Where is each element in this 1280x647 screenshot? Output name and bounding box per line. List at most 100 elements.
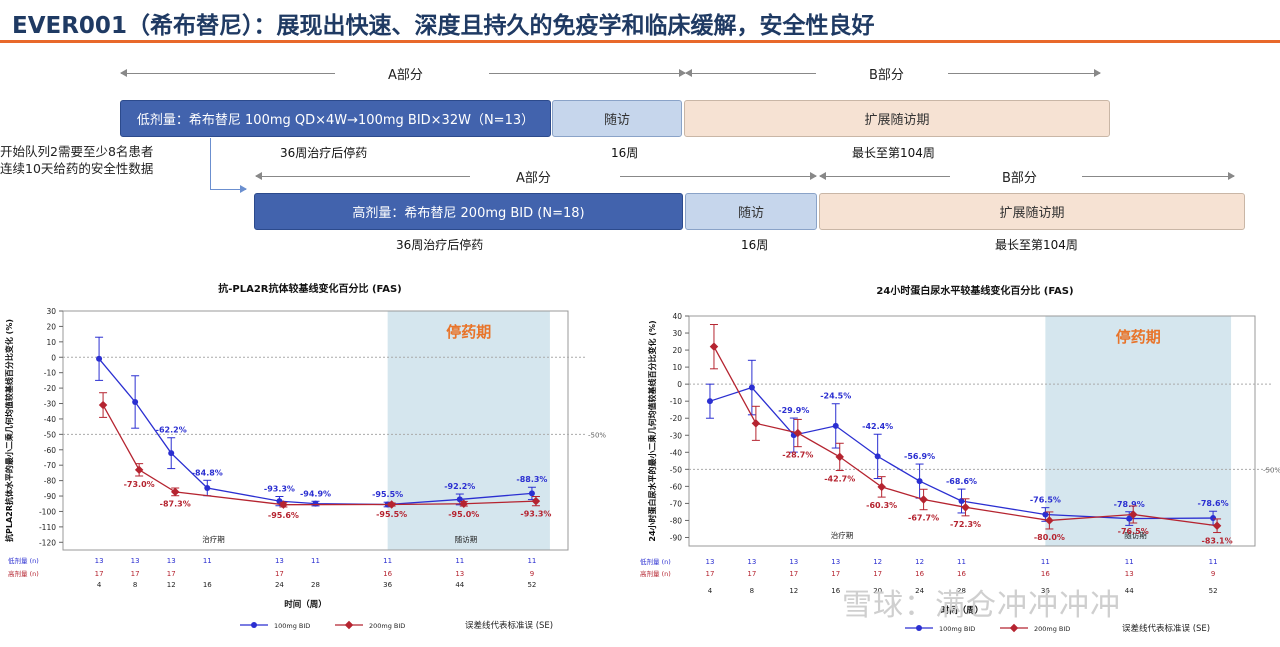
y-tick-label: -110	[39, 523, 56, 532]
data-point	[204, 485, 211, 492]
y-tick-label: -40	[44, 415, 56, 424]
n-value: 17	[275, 570, 284, 578]
x-axis-label: 时间（周）	[284, 599, 327, 610]
n-value: 11	[957, 558, 966, 566]
n-value: 13	[747, 558, 756, 566]
y-tick-label: -30	[44, 400, 56, 409]
n-value: 13	[831, 558, 840, 566]
data-point	[751, 419, 761, 428]
data-label: -78.9%	[1114, 500, 1145, 509]
y-tick-label: 40	[672, 312, 682, 321]
y-tick-label: 30	[672, 329, 682, 338]
y-tick-label: 30	[46, 307, 56, 316]
data-label: -67.7%	[908, 514, 939, 523]
data-label: -60.3%	[866, 501, 897, 510]
n-value: 11	[455, 557, 464, 565]
data-label: -24.5%	[820, 392, 851, 401]
region-label: 治疗期	[831, 530, 854, 540]
y-tick-label: -60	[670, 482, 682, 491]
data-label: -68.6%	[946, 477, 977, 486]
part-b-arrow-right	[1082, 172, 1235, 180]
high-dose-treatment-bar: 高剂量：希布替尼 200mg BID (N=18)	[254, 193, 683, 230]
series-line-100mg	[709, 386, 1214, 520]
legend-label: 200mg BID	[1034, 625, 1070, 633]
low-dose-extension-bar: 扩展随访期	[684, 100, 1110, 137]
data-point	[919, 495, 928, 504]
legend-note: 误差线代表标准误 (SE)	[465, 620, 553, 631]
n-row-label: 高剂量 (n)	[8, 569, 39, 578]
cohort-connector	[210, 138, 211, 189]
data-point	[961, 503, 970, 512]
legend-label: 100mg BID	[939, 625, 975, 633]
data-label: -56.9%	[904, 452, 935, 461]
title-rule	[0, 40, 1280, 43]
chart-title: 抗-PLA2R抗体较基线变化百分比 (FAS)	[218, 282, 402, 295]
n-value: 12	[915, 558, 924, 566]
n-value: 16	[383, 570, 392, 578]
data-label: -93.3%	[264, 484, 295, 493]
low-dose-followup-bar: 随访	[552, 100, 682, 137]
data-point	[1212, 521, 1222, 530]
y-tick-label: 20	[672, 346, 682, 355]
part-a-label: A部分	[388, 68, 423, 83]
reference-line-label: -50%	[588, 431, 606, 439]
data-point	[170, 487, 180, 497]
data-label: -42.4%	[862, 422, 893, 431]
y-tick-label: -80	[670, 516, 682, 525]
high-dose-extension-bar: 扩展随访期	[819, 193, 1245, 230]
data-point	[835, 452, 844, 462]
data-point	[1126, 515, 1133, 522]
data-point	[877, 482, 886, 492]
n-row-label: 低剂量 (n)	[8, 556, 39, 565]
x-tick-label: 24	[915, 587, 924, 595]
n-value: 11	[1209, 558, 1218, 566]
plot-frame	[62, 310, 569, 551]
data-label: -29.9%	[778, 406, 809, 415]
n-value: 16	[915, 570, 924, 578]
n-value: 13	[167, 557, 176, 565]
legend-marker	[251, 622, 257, 628]
part-a-arrow-left	[120, 69, 335, 77]
x-tick-label: 44	[455, 581, 464, 589]
y-tick-label: -90	[44, 492, 56, 501]
pla2r-antibody-chart: 抗-PLA2R抗体较基线变化百分比 (FAS) 停药期 30 20 10 0 -10 -20 -…	[4, 282, 606, 631]
legend-marker	[916, 625, 922, 631]
data-label: -93.3%	[520, 510, 551, 519]
y-tick-label: -10	[44, 369, 56, 378]
data-point	[312, 500, 319, 507]
data-label: -95.0%	[448, 510, 479, 519]
n-value: 16	[957, 570, 966, 578]
x-axis-label: 时间（周）	[941, 605, 984, 616]
region-label: 随访期	[455, 534, 478, 544]
data-point	[456, 496, 463, 503]
low-dose-duration: 36周治疗后停药	[280, 146, 368, 160]
data-point	[528, 490, 535, 497]
y-tick-label: -10	[670, 397, 682, 406]
data-label: -88.3%	[516, 475, 547, 484]
x-tick-label: 44	[1125, 587, 1134, 595]
series-line-200mg	[713, 346, 1218, 527]
data-point	[132, 398, 139, 405]
legend-label: 200mg BID	[369, 622, 405, 630]
cohort-connector-arrow	[210, 185, 247, 193]
legend-note: 误差线代表标准误 (SE)	[1122, 623, 1210, 634]
data-point	[916, 478, 923, 485]
data-point	[96, 355, 103, 362]
data-label: -87.3%	[160, 500, 191, 509]
data-point	[706, 398, 713, 405]
part-a-label: A部分	[516, 171, 551, 186]
plot-frame	[688, 315, 1256, 547]
data-label: -80.0%	[1034, 533, 1065, 542]
n-value: 12	[873, 558, 882, 566]
n-value: 9	[1211, 570, 1215, 578]
stop-drug-label: 停药期	[1116, 328, 1161, 346]
x-tick-label: 36	[1041, 587, 1050, 595]
data-point	[459, 499, 469, 508]
part-b-arrow-left	[685, 69, 816, 77]
n-value: 17	[95, 570, 104, 578]
n-value: 16	[1041, 570, 1050, 578]
high-extension-duration: 最长至第104周	[995, 238, 1078, 252]
y-tick-label: 0	[677, 380, 682, 389]
data-point	[832, 422, 839, 429]
legend-label: 100mg BID	[274, 622, 310, 630]
